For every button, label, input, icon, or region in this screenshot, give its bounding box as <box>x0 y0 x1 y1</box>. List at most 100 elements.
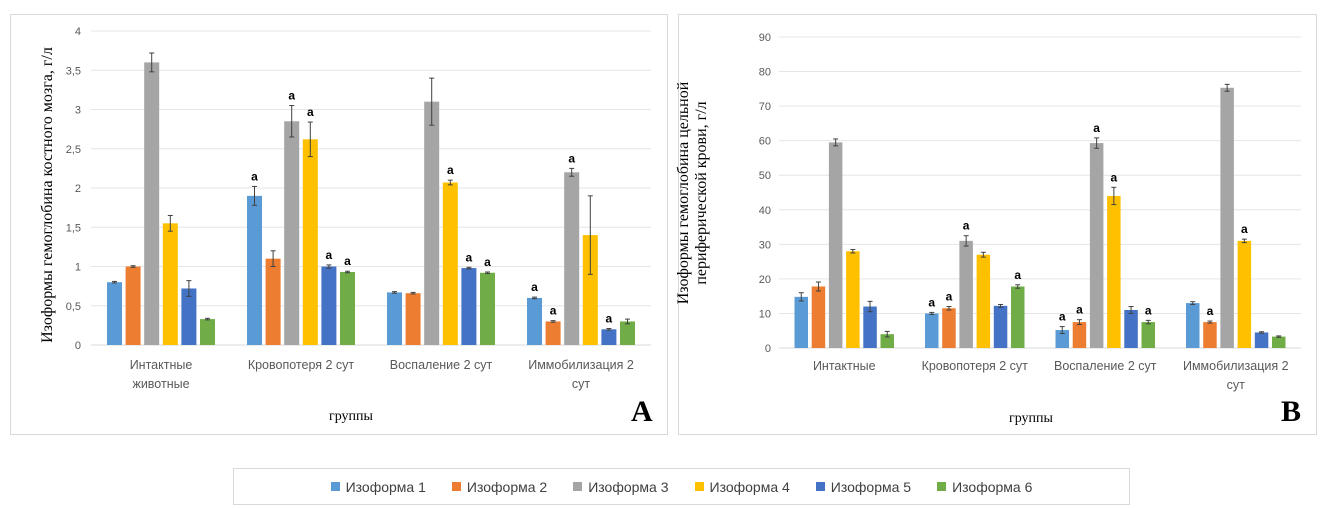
y-tick-label: 50 <box>759 170 771 182</box>
significance-mark: a <box>946 290 953 304</box>
x-category-label: Иммобилизация 2 <box>528 358 634 372</box>
bar <box>863 306 877 348</box>
significance-mark: a <box>1093 121 1100 135</box>
bar <box>144 62 160 346</box>
bar <box>461 268 477 345</box>
y-tick-label: 3,5 <box>66 65 81 77</box>
bar <box>405 293 421 345</box>
significance-mark: a <box>550 304 557 318</box>
bar <box>582 235 598 345</box>
bar <box>1237 240 1252 348</box>
legend-item: Изоформа 1 <box>330 479 426 495</box>
significance-mark: a <box>326 248 333 262</box>
legend-label: Изоформа 5 <box>830 478 912 495</box>
bar <box>442 182 458 345</box>
y-tick-label: 0,5 <box>66 301 81 313</box>
significance-mark: a <box>484 255 491 269</box>
x-category-label: Кровопотеря 2 сут <box>922 359 1029 373</box>
bar <box>828 142 843 348</box>
legend-label: Изоформа 4 <box>709 478 790 495</box>
y-tick-label: 1 <box>75 262 81 274</box>
legend-label: Изоформа 3 <box>588 478 669 495</box>
x-category-label: Воспаление 2 сут <box>390 358 493 372</box>
x-category-label: Интактные <box>130 358 193 372</box>
bar <box>880 334 894 348</box>
bar <box>125 266 141 345</box>
bar <box>545 321 561 345</box>
y-tick-label: 90 <box>759 32 771 44</box>
significance-mark: a <box>1059 310 1066 324</box>
bar <box>1011 286 1025 348</box>
significance-mark: a <box>568 151 575 165</box>
legend-swatch <box>694 482 704 491</box>
bar <box>107 282 122 345</box>
bar <box>620 321 635 345</box>
significance-mark: a <box>466 250 473 264</box>
significance-mark: a <box>447 163 454 177</box>
bar <box>265 258 281 345</box>
significance-mark: a <box>288 89 295 103</box>
bar <box>1254 332 1269 348</box>
y-tick-label: 4 <box>75 26 81 38</box>
bar <box>959 240 973 348</box>
bar <box>527 297 542 345</box>
legend-item: Изоформа 6 <box>937 479 1032 495</box>
legend-swatch <box>330 482 340 491</box>
significance-mark: a <box>531 280 538 294</box>
bar <box>1203 322 1217 348</box>
legend-item: Изоформа 4 <box>694 478 790 495</box>
bar <box>1107 195 1121 348</box>
bar <box>846 251 860 348</box>
bar <box>1124 309 1138 348</box>
bar <box>1186 303 1200 348</box>
y-tick-label: 3 <box>75 105 81 117</box>
chart-a-x-axis-title: группы <box>329 409 373 424</box>
y-tick-label: 30 <box>759 239 771 251</box>
bar <box>601 329 617 345</box>
significance-mark: a <box>251 169 258 183</box>
significance-mark: a <box>307 105 314 119</box>
x-category-label: животные <box>132 377 189 391</box>
chart-b-x-axis-title: группы <box>1009 411 1053 426</box>
legend-swatch <box>451 482 461 491</box>
y-tick-label: 60 <box>759 136 771 148</box>
bar <box>181 288 197 345</box>
significance-mark: a <box>344 254 351 268</box>
bar <box>976 254 991 348</box>
chart-a-panel-letter: A <box>631 395 653 428</box>
bar <box>480 272 495 345</box>
bar <box>564 172 580 345</box>
bar <box>925 313 939 348</box>
bar <box>302 139 318 345</box>
chart-b-panel-letter: B <box>1281 395 1302 428</box>
chart-a-y-axis-title: Изоформы гемоглобина костного мозга, г/л <box>39 47 56 343</box>
significance-mark: a <box>1014 268 1021 282</box>
x-category-label: Иммобилизация 2 <box>1183 359 1289 373</box>
bar <box>247 195 262 345</box>
chart-legend: Изоформа 1 Изоформа 2 Изоформа 3 Изоформ… <box>233 468 1130 505</box>
y-tick-label: 2,5 <box>66 144 81 156</box>
bar <box>794 296 808 348</box>
bar <box>1220 87 1234 349</box>
y-tick-label: 40 <box>759 205 771 217</box>
bar <box>1089 143 1104 348</box>
legend-label: Изоформа 6 <box>952 478 1033 495</box>
y-tick-label: 1,5 <box>66 222 81 234</box>
bar <box>284 121 300 346</box>
bar <box>200 319 215 345</box>
significance-mark: a <box>1111 170 1118 184</box>
significance-mark: a <box>1241 222 1248 236</box>
bar <box>387 292 402 345</box>
bar <box>162 223 178 345</box>
chart-panel-a: 0 0,5 1 1,5 2 2,5 3 3,5 4 a a a a a a a a a a a a Интактные жи… <box>10 14 668 435</box>
legend-swatch <box>815 482 825 491</box>
y-tick-label: 0 <box>765 343 771 355</box>
x-category-label: сут <box>1227 378 1246 392</box>
significance-mark: a <box>1076 303 1083 317</box>
bar <box>424 101 440 346</box>
bar <box>1141 322 1155 348</box>
significance-mark: a <box>1207 304 1214 318</box>
bar <box>1272 336 1286 348</box>
